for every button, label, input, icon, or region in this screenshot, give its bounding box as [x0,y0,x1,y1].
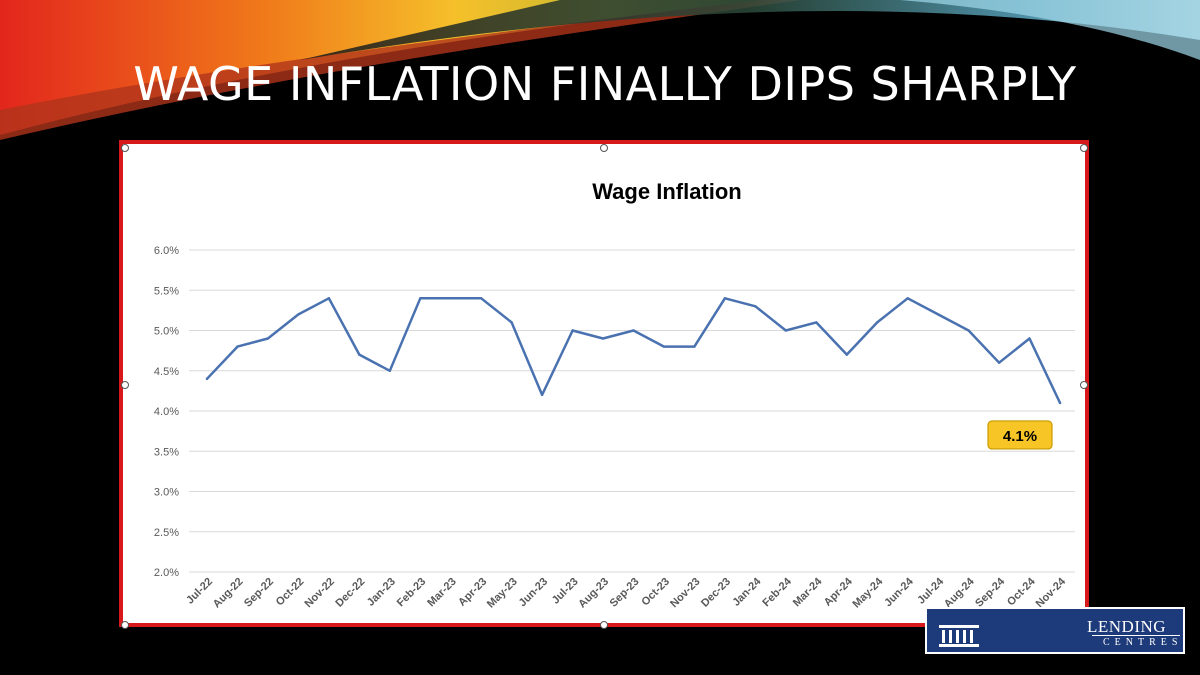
x-tick-label: Sep-22 [242,576,276,610]
callout-label: 4.1% [1003,428,1037,445]
x-tick-label: Dec-23 [699,576,733,610]
x-tick-label: Nov-24 [1034,575,1069,610]
wage-inflation-chart: Wage Inflation 2.0% 2.5% 3.0% 3.5% 4.0% 4.5% 5.… [154,179,1075,611]
data-point [967,329,970,332]
company-logo: LENDING CENTRES [925,607,1185,654]
resize-handle-middle-right[interactable] [1080,381,1088,389]
x-tick-label: Mar-24 [791,575,825,609]
chart-title: Wage Inflation [592,179,742,204]
data-point [997,361,1001,364]
data-point [449,297,452,300]
data-point [571,329,574,332]
logo-name: LENDING [1087,617,1167,636]
x-tick-label: Oct-22 [274,576,307,609]
x-tick-label: Oct-24 [1005,575,1038,608]
data-point [632,329,635,332]
x-tick-label: Feb-23 [395,576,429,610]
x-tick-label: Feb-24 [760,575,794,609]
y-tick-label: 3.5% [154,446,179,458]
data-point [205,377,209,380]
data-point [1058,401,1062,405]
x-tick-label: Dec-22 [333,576,367,610]
building-columns-icon [939,625,979,647]
data-point [693,345,696,348]
data-point [662,345,666,348]
x-tick-label: Aug-22 [211,576,246,611]
data-point [815,321,818,324]
y-tick-label: 5.5% [154,285,179,297]
data-point [358,353,361,356]
x-tick-label: May-24 [850,575,885,610]
data-point [236,345,239,348]
resize-handle-top-left[interactable] [121,144,129,152]
chart-frame[interactable]: Wage Inflation 2.0% 2.5% 3.0% 3.5% 4.0% 4.5% 5.… [119,140,1089,627]
data-point [906,297,909,300]
data-point [419,297,422,300]
series-line [205,297,1062,405]
data-point [297,313,300,316]
data-point [510,321,513,324]
data-point [876,321,879,324]
data-point [784,329,788,332]
decorative-banner [0,0,1200,140]
y-tick-label: 5.0% [154,326,179,338]
resize-handle-middle-left[interactable] [121,381,129,389]
data-point [388,369,391,372]
logo-tagline: CENTRES [1103,637,1183,648]
resize-handle-top-center[interactable] [600,144,608,152]
data-point [266,337,270,340]
y-tick-label: 4.0% [154,406,179,418]
callout-box [987,420,1053,450]
x-tick-label: Nov-22 [303,576,337,610]
logo-divider [1092,635,1180,636]
x-tick-label: Sep-23 [608,576,642,610]
x-tick-label: Apr-23 [456,576,489,609]
y-tick-label: 2.5% [154,527,179,539]
x-tick-label: Aug-23 [576,576,611,611]
y-tick-label: 2.0% [154,567,179,579]
y-tick-label: 3.0% [154,487,179,499]
data-point [754,305,757,308]
x-tick-label: Jan-24 [730,575,764,609]
slide-title: WAGE INFLATION FINALLY DIPS SHARPLY [133,57,1077,111]
data-point [845,353,848,356]
data-point [1028,337,1031,340]
resize-handle-bottom-left[interactable] [121,621,129,629]
data-point [936,313,940,316]
data-point [723,297,727,300]
x-tick-label: Mar-23 [425,576,459,610]
x-tick-label: Apr-24 [822,575,856,609]
x-tick-label: Jun-24 [882,575,916,609]
data-point [540,393,544,397]
data-point [601,337,605,340]
y-tick-label: 4.5% [154,366,179,378]
data-point [479,297,483,300]
x-tick-label: Nov-23 [668,576,702,610]
x-tick-label: Jan-23 [365,576,398,609]
data-point [327,297,331,300]
resize-handle-bottom-center[interactable] [600,621,608,629]
x-tick-label: Sep-24 [973,575,1008,610]
resize-handle-top-right[interactable] [1080,144,1088,152]
x-tick-label: May-23 [485,576,520,611]
x-tick-label: Jun-23 [517,576,551,610]
x-tick-label: Aug-24 [942,575,977,610]
y-tick-label: 6.0% [154,245,179,257]
x-tick-label: Oct-23 [639,576,672,609]
